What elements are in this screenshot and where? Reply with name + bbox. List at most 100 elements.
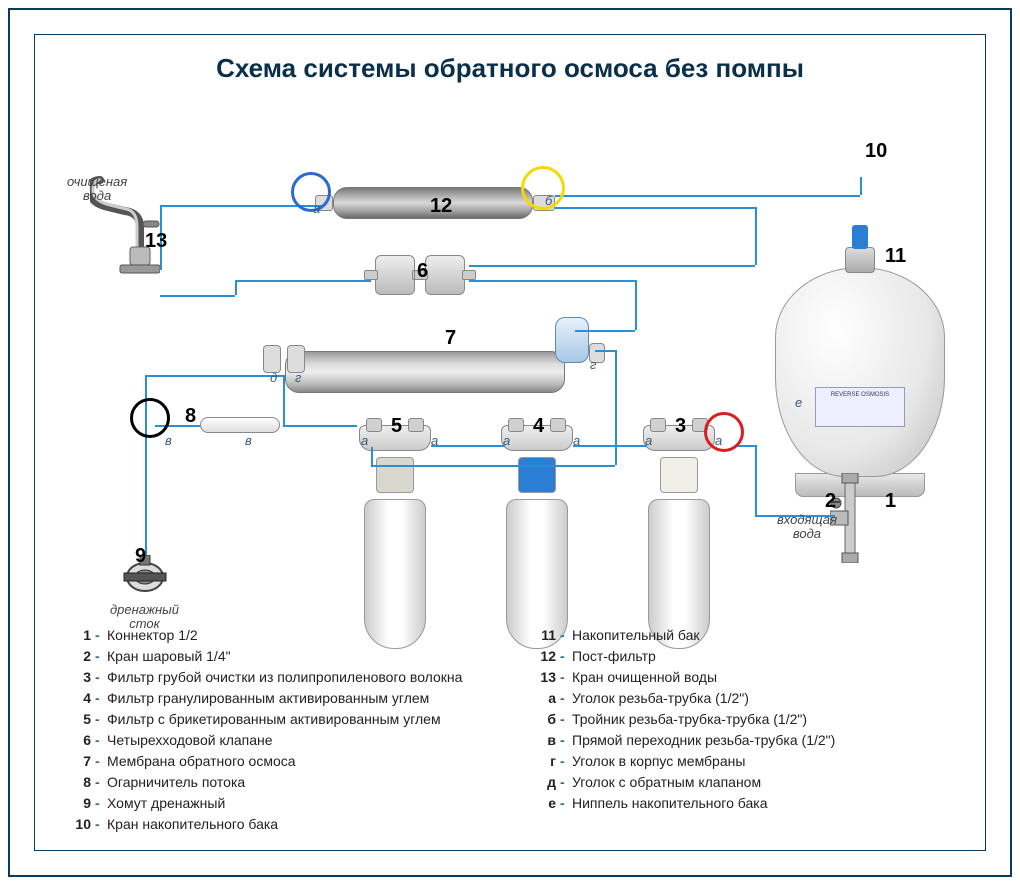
tube	[575, 330, 635, 332]
legend-key: 6	[65, 730, 95, 751]
legend-row: д-Уголок с обратным клапаном	[530, 772, 955, 793]
tube	[615, 350, 617, 465]
annot-inlet-water: входящая вода	[777, 513, 837, 542]
prefilter-4	[487, 425, 587, 649]
legend-text: Пост-фильтр	[572, 646, 955, 667]
tube	[555, 207, 755, 209]
num-7: 7	[445, 327, 456, 350]
num-6: 6	[417, 260, 428, 283]
legend-row: 3-Фильтр грубой очистки из полипропилено…	[65, 667, 490, 688]
legend-key: 3	[65, 667, 95, 688]
num-8: 8	[185, 405, 196, 428]
legend-text: Накопительный бак	[572, 625, 955, 646]
legend-text: Кран шаровый 1/4"	[107, 646, 490, 667]
legend-dash: -	[95, 751, 107, 772]
legend-key: 11	[530, 625, 560, 646]
legend-key: д	[530, 772, 560, 793]
legend-dash: -	[560, 688, 572, 709]
legend-dash: -	[95, 793, 107, 814]
legend-text: Уголок с обратным клапаном	[572, 772, 955, 793]
tube	[283, 425, 357, 427]
legend-text: Прямой переходник резьба-трубка (1/2")	[572, 730, 955, 751]
legend-key: 8	[65, 772, 95, 793]
tube	[755, 207, 757, 265]
legend-text: Кран накопительного бака	[107, 814, 490, 835]
legend-key: 4	[65, 688, 95, 709]
tube	[469, 280, 635, 282]
tube	[145, 375, 283, 377]
annot-clean-water: очищеная вода	[67, 175, 127, 204]
legend-text: Ниппель накопительного бака	[572, 793, 955, 814]
membrane-housing	[285, 351, 565, 393]
letter-г: г	[590, 357, 596, 372]
tube	[283, 375, 285, 425]
legend-text: Фильтр грубой очистки из полипропиленово…	[107, 667, 490, 688]
letter-д: д	[270, 370, 277, 385]
letter-в: в	[245, 433, 252, 448]
legend-row: 11-Накопительный бак	[530, 625, 955, 646]
tube	[469, 265, 755, 267]
membrane-elbow-left-bot	[287, 345, 305, 373]
tube	[235, 280, 371, 282]
legend-dash: -	[95, 709, 107, 730]
legend-text: Мембрана обратного осмоса	[107, 751, 490, 772]
letter-а: а	[573, 433, 580, 448]
legend-text: Фильтр гранулированным активированным уг…	[107, 688, 490, 709]
legend-dash: -	[560, 793, 572, 814]
legend-dash: -	[95, 625, 107, 646]
membrane-elbow-left-top	[263, 345, 281, 373]
circle-mark	[704, 412, 744, 452]
inner-frame: Схема системы обратного осмоса без помпы	[34, 34, 986, 851]
legend-row: е-Ниппель накопительного бака	[530, 793, 955, 814]
legend-row: 9-Хомут дренажный	[65, 793, 490, 814]
legend-key: 13	[530, 667, 560, 688]
legend-row: 8-Огарничитель потока	[65, 772, 490, 793]
legend-row: б-Тройник резьба-трубка-трубка (1/2")	[530, 709, 955, 730]
letter-а: а	[645, 433, 652, 448]
tube	[371, 465, 615, 467]
legend-key: 10	[65, 814, 95, 835]
legend-key: 9	[65, 793, 95, 814]
annot-drain: дренажный сток	[110, 603, 179, 632]
legend-key: 5	[65, 709, 95, 730]
num-10: 10	[865, 140, 887, 163]
num-13: 13	[145, 230, 167, 253]
outer-frame: Схема системы обратного осмоса без помпы	[8, 8, 1012, 877]
letter-а: а	[503, 433, 510, 448]
legend-dash: -	[95, 814, 107, 835]
legend-dash: -	[95, 646, 107, 667]
flow-restrictor	[200, 417, 280, 433]
legend-dash: -	[95, 730, 107, 751]
legend-text: Огарничитель потока	[107, 772, 490, 793]
legend-dash: -	[560, 646, 572, 667]
legend-row: 2-Кран шаровый 1/4"	[65, 646, 490, 667]
num-9: 9	[135, 545, 146, 568]
num-1: 1	[885, 490, 896, 513]
legend-row: г-Уголок в корпус мембраны	[530, 751, 955, 772]
legend-key: 7	[65, 751, 95, 772]
circle-mark	[130, 398, 170, 438]
num-11: 11	[885, 245, 906, 268]
circle-mark	[521, 166, 565, 210]
tube	[860, 177, 862, 195]
letter-а: а	[431, 433, 438, 448]
diagram-title: Схема системы обратного осмоса без помпы	[35, 53, 985, 84]
membrane-cap	[555, 317, 589, 363]
legend-text: Кран очищенной воды	[572, 667, 955, 688]
letter-е: е	[795, 395, 802, 410]
legend-key: в	[530, 730, 560, 751]
legend-dash: -	[95, 688, 107, 709]
legend-dash: -	[560, 772, 572, 793]
letter-а: а	[715, 433, 722, 448]
tube	[235, 280, 237, 295]
tube	[573, 445, 647, 447]
circle-mark	[291, 172, 331, 212]
legend-key: г	[530, 751, 560, 772]
prefilter-5	[345, 425, 445, 649]
letter-б: б	[545, 193, 552, 208]
tube	[431, 445, 505, 447]
legend-text: Хомут дренажный	[107, 793, 490, 814]
num-4: 4	[533, 415, 544, 438]
legend-row: 6-Четырехходовой клапане	[65, 730, 490, 751]
storage-tank: REVERSE OSMOSIS	[770, 247, 950, 497]
